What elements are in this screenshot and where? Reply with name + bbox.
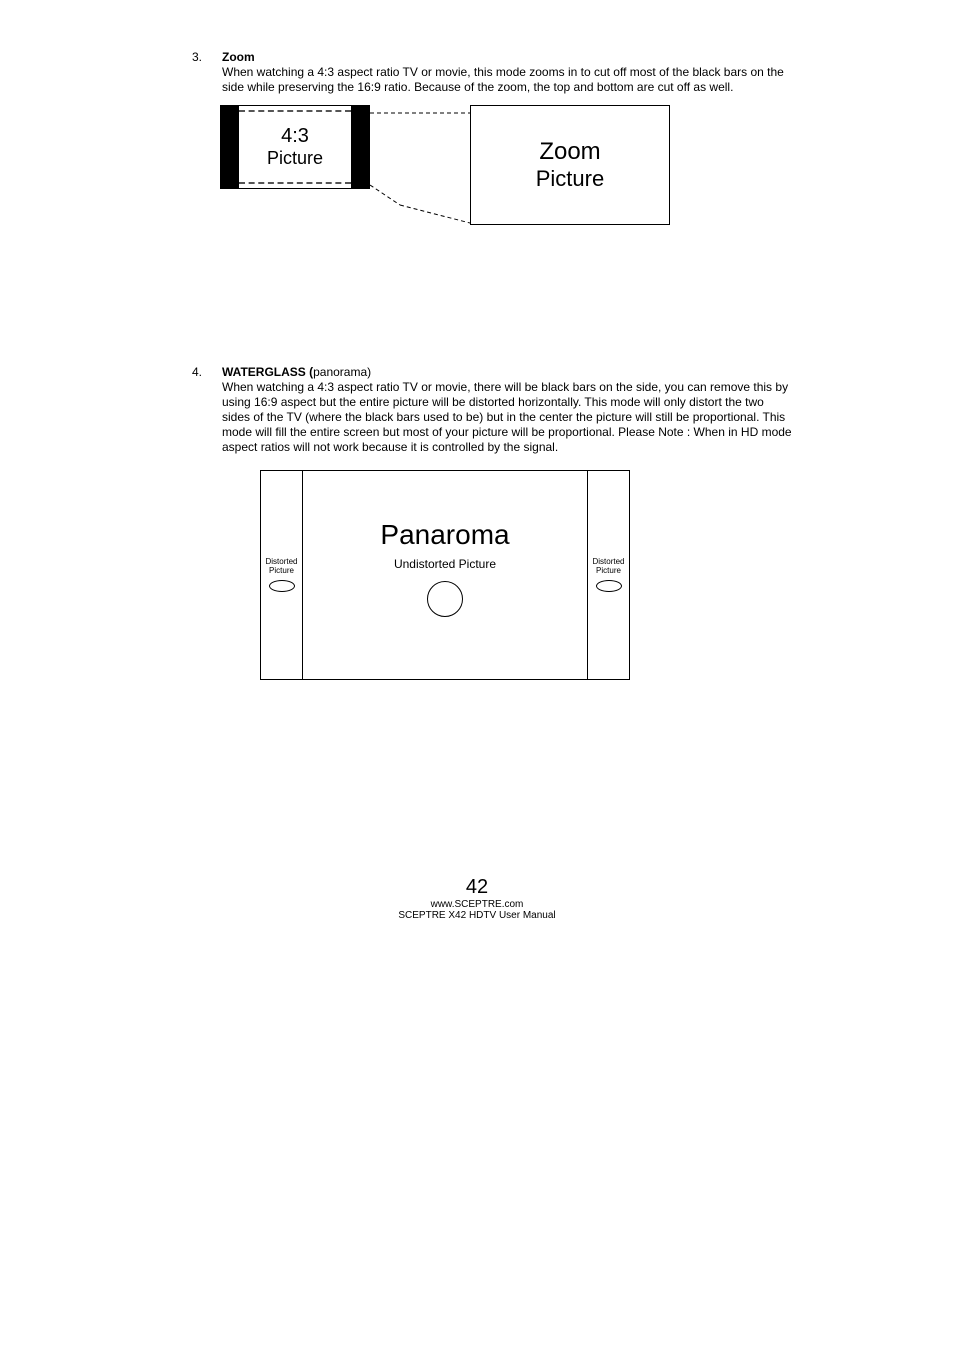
fig-label: Panaroma	[380, 519, 509, 551]
page-content: 3. Zoom When watching a 4:3 aspect ratio…	[0, 0, 954, 680]
zoom-figure-result: Zoom Picture	[470, 105, 670, 225]
section-title-paren: panorama)	[313, 365, 371, 379]
list-number: 4.	[100, 365, 222, 455]
section-text: When watching a 4:3 aspect ratio TV or m…	[222, 380, 792, 454]
panorama-center: Panaroma Undistorted Picture	[303, 471, 587, 679]
side-label: Picture	[596, 567, 621, 576]
zoom-arrow	[370, 105, 470, 225]
footer-manual: SCEPTRE X42 HDTV User Manual	[0, 910, 954, 921]
page-number: 42	[0, 876, 954, 899]
panorama-figure: Distorted Picture Panaroma Undistorted P…	[260, 470, 630, 680]
black-bar-left	[221, 106, 239, 188]
fig-label: Picture	[267, 148, 323, 169]
zoom-figure-source: 4:3 Picture	[220, 105, 370, 189]
arrow-icon	[370, 105, 470, 225]
side-label: Picture	[269, 567, 294, 576]
section-title: Zoom	[222, 50, 255, 64]
list-item-3: 3. Zoom When watching a 4:3 aspect ratio…	[100, 50, 854, 95]
circle-icon	[427, 581, 463, 617]
list-number: 3.	[100, 50, 222, 95]
fig-label: 4:3	[281, 125, 309, 148]
list-body: WATERGLASS (panorama) When watching a 4:…	[222, 365, 854, 455]
section-title: WATERGLASS (	[222, 365, 313, 379]
spacer	[100, 225, 854, 365]
footer-url: www.SCEPTRE.com	[0, 899, 954, 910]
panorama-right-side: Distorted Picture	[587, 471, 629, 679]
source-label-box: 4:3 Picture	[239, 110, 351, 184]
ellipse-icon	[269, 580, 295, 592]
list-body: Zoom When watching a 4:3 aspect ratio TV…	[222, 50, 854, 95]
page-footer: 42 www.SCEPTRE.com SCEPTRE X42 HDTV User…	[0, 876, 954, 921]
fig-label: Picture	[536, 166, 604, 192]
fig-label: Undistorted Picture	[394, 557, 496, 571]
panorama-left-side: Distorted Picture	[261, 471, 303, 679]
list-item-4: 4. WATERGLASS (panorama) When watching a…	[100, 365, 854, 455]
fig-label: Zoom	[539, 138, 600, 166]
black-bar-right	[351, 106, 369, 188]
zoom-figure: 4:3 Picture Zoom Picture	[220, 105, 854, 225]
section-text: When watching a 4:3 aspect ratio TV or m…	[222, 65, 784, 94]
ellipse-icon	[596, 580, 622, 592]
